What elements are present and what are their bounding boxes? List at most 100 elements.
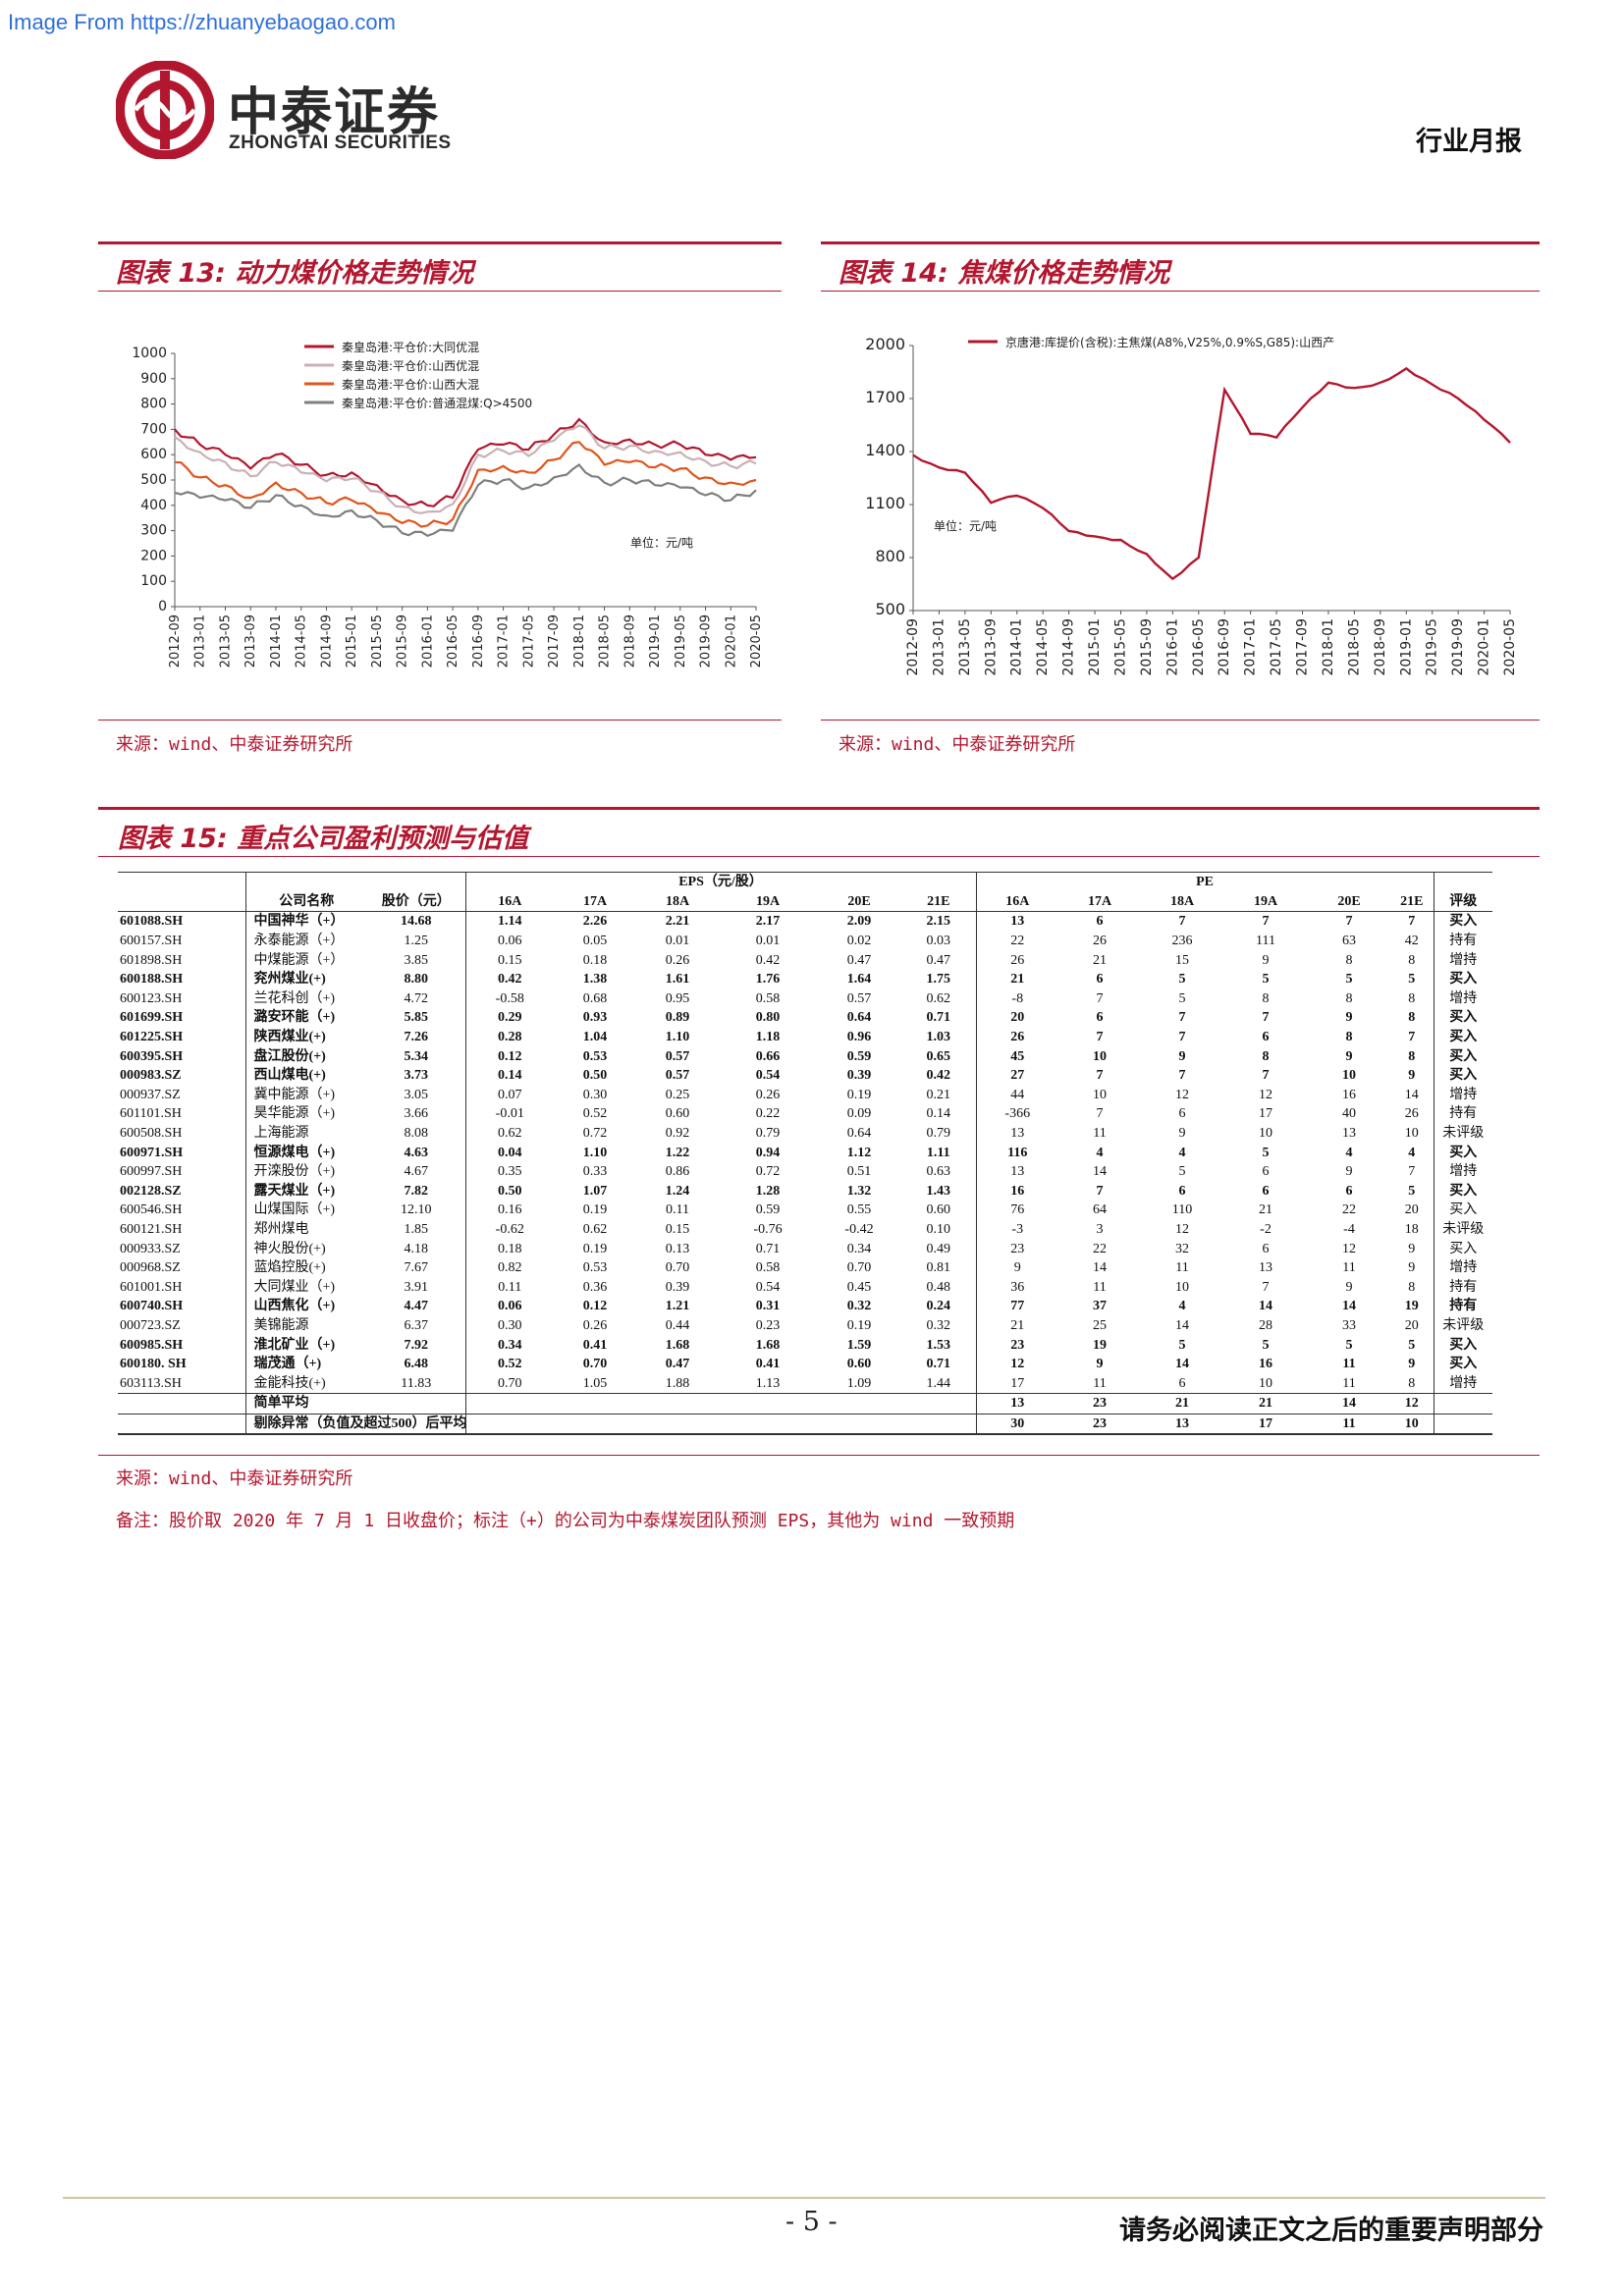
pe-value: 5 [1262,972,1270,988]
x-tick-label: 2013-05 [957,618,973,676]
pe-value: 26 [1404,1106,1419,1122]
eps-value: 0.47 [665,1357,690,1372]
eps-value: 0.35 [464,1161,554,1182]
x-tick-label: 2017-09 [547,614,562,667]
pe-value: 4 [1408,1145,1416,1160]
eps-value: 0.14 [464,1065,554,1086]
stock-code: 600188.SH [120,972,184,988]
x-tick-label: 2020-05 [749,614,764,667]
pe-value: 42 [1404,934,1419,949]
pe-value: 5 [1178,1337,1186,1353]
x-tick-label: 2015-05 [370,614,385,667]
x-tick-label: 2014-09 [1061,618,1077,676]
pe-value: 110 [1171,1202,1193,1218]
pe-value: 6 [1262,1183,1270,1199]
col-pe-19A: 19A [1223,891,1309,913]
trimmed-average-row-pe: 11 [1308,1413,1391,1436]
x-tick-label: 2014-09 [319,614,334,667]
eps-value: 1.14 [464,911,554,932]
x-tick-label: 2019-09 [699,614,714,667]
eps-value: 0.01 [755,934,781,949]
x-tick-label: 2019-01 [648,614,663,667]
company-name: 陕西煤业(+) [244,1027,367,1047]
eps-value: 0.70 [464,1373,554,1394]
pe-value: 12 [1342,1241,1357,1256]
figure13-title-rule [98,291,782,292]
pe-value: 7 [1096,1183,1104,1199]
eps-value: 0.34 [846,1241,872,1256]
rating: 买入 [1433,1239,1493,1258]
eps-value: 0.07 [464,1085,554,1105]
eps-value: 0.21 [926,1087,951,1102]
pe-value: 7 [1408,914,1416,930]
x-tick-label: 2015-05 [1112,618,1128,676]
table-row: 600985.SH 淮北矿业（+) 7.92 0.34 0.41 1.68 1.68 1.59… [118,1335,1493,1355]
x-tick-label: 2018-05 [598,614,613,667]
eps-value: 0.55 [846,1202,872,1218]
eps-value: 1.18 [755,1030,781,1045]
eps-value: 0.96 [846,1030,872,1045]
legend-label: 秦皇岛港:平仓价:普通混煤:Q>4500 [342,396,532,410]
watermark-text: Image From https://zhuanyebaogao.com [8,10,396,34]
eps-value: 1.10 [665,1030,690,1045]
pe-value: 9 [1408,1357,1416,1372]
pe-value: 6 [1345,1183,1353,1199]
y-tick-label: 1100 [865,494,905,512]
table-row: 600508.SH 上海能源 8.08 0.62 0.72 0.92 0.79 0.64 0.7… [118,1123,1493,1144]
table-row: 600395.SH 盘江股份(+) 5.34 0.12 0.53 0.57 0.66 0.59… [118,1046,1493,1066]
eps-value: 0.48 [926,1279,951,1295]
eps-value: 0.05 [582,934,608,949]
simple-average-row-pe: 12 [1390,1393,1435,1415]
rating: 增持 [1433,1161,1493,1182]
eps-value: 0.29 [464,1008,554,1028]
pe-value: 10 [1259,1126,1273,1142]
stock-price: 3.05 [404,1087,429,1102]
pe-value: 7 [1178,1068,1186,1084]
eps-value: 1.68 [665,1337,690,1353]
table-row: 603113.SH 金能科技(+) 11.83 0.70 1.05 1.88 1.13 1.0… [118,1373,1493,1394]
col-eps-19A: 19A [719,891,817,913]
x-tick-label: 2013-09 [244,614,258,667]
col-pe-21E: 21E [1390,891,1435,913]
company-name: 蓝焰控股(+) [244,1257,367,1278]
legend-label: 秦皇岛港:平仓价:山西优混 [342,358,479,373]
col-eps-16A: 16A [464,891,554,913]
y-tick-label: 800 [875,547,905,565]
pe-value: 8 [1408,1375,1416,1391]
company-name: 神火股份(+) [244,1239,367,1258]
eps-value: 1.59 [846,1337,872,1353]
pe-value: 7 [1262,914,1270,930]
pe-value: 10 [1342,1068,1357,1084]
eps-value: 0.59 [755,1202,781,1218]
x-tick-label: 2017-01 [497,614,512,667]
earnings-valuation-table: EPS（元/股） PE 公司名称 股价（元） 16A 17A 18A 19A 20E 21… [118,871,1493,1436]
pe-value: 11 [1175,1260,1189,1276]
eps-value: 0.50 [582,1068,608,1084]
stock-price: 3.91 [404,1279,429,1295]
stock-code: 002128.SZ [120,1183,182,1199]
pe-value: 13 [1342,1126,1357,1142]
pe-group-header: PE [975,871,1435,892]
figure15-title: 图表 15: 重点公司盈利预测与估值 [118,824,529,854]
company-name: 兰花科创（+) [244,988,367,1009]
report-type: 行业月报 [1416,127,1522,157]
y-tick-label: 300 [140,523,167,539]
y-tick-label: 2000 [865,335,905,353]
page-number: - 5 - [785,2207,838,2237]
footer-rule [63,2197,1545,2199]
company-name: 山西焦化（+) [244,1297,367,1316]
pe-value: 7 [1096,1106,1104,1122]
stock-code: 000968.SZ [120,1260,181,1276]
company-name: 上海能源 [244,1123,367,1144]
eps-value: 1.21 [665,1299,690,1314]
eps-value: 0.10 [926,1221,951,1237]
series-line [912,366,1511,581]
pe-value: 63 [1342,934,1357,949]
figure15-top-rule [98,807,1540,810]
empty-cell [118,1413,245,1436]
series-line [174,417,757,507]
eps-value: 2.26 [582,914,608,930]
pe-value: 9 [1345,1010,1353,1026]
pe-value: 21 [975,969,1059,989]
pe-value: 14 [1175,1357,1190,1372]
